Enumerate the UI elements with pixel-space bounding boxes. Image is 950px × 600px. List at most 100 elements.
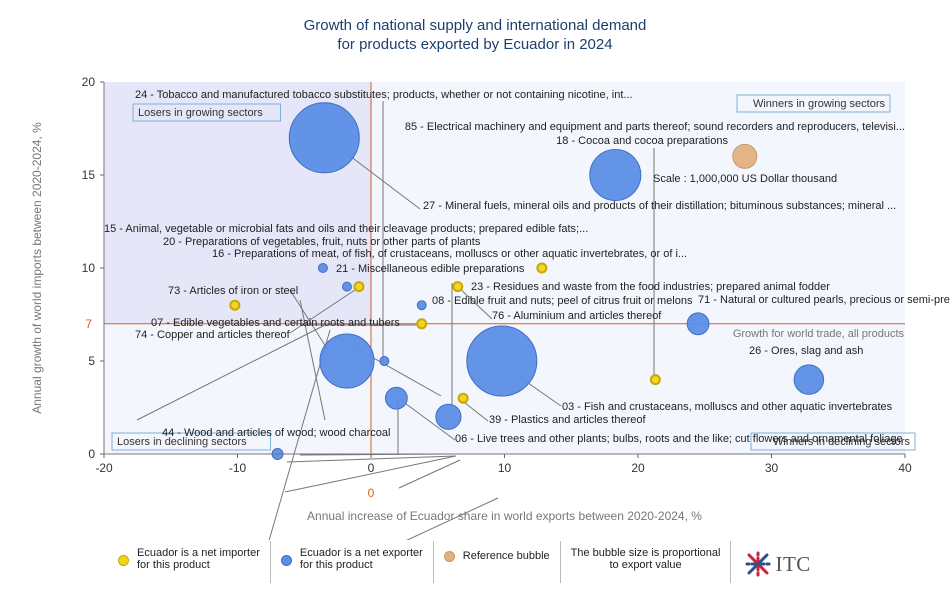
leader-line [286, 455, 457, 463]
x-tick-label: 30 [765, 461, 779, 475]
quadrant-losers-declining-box [111, 432, 271, 451]
leader-line [289, 287, 359, 334]
x-tick-label: 40 [898, 461, 912, 475]
product-label: 39 - Plastics and articles thereof [489, 414, 646, 426]
y-tick-label: 15 [82, 168, 96, 182]
legend-size-line2: to export value [609, 559, 682, 571]
legend-importer: Ecuador is a net importer for this produ… [108, 541, 271, 583]
product-label: 27 - Mineral fuels, mineral oils and pro… [423, 200, 896, 212]
product-label: 23 - Residues and waste from the food in… [471, 281, 830, 293]
reference-y-value: 7 [85, 317, 92, 331]
plot-gridlines [104, 82, 905, 454]
x-tick-label: 10 [498, 461, 512, 475]
legend-importer-text: Ecuador is a net importer for this produ… [137, 547, 260, 571]
bubble-importer [229, 299, 241, 311]
bubble-exporter [589, 148, 642, 202]
product-label: 76 - Aluminium and articles thereof [492, 310, 662, 322]
product-label: 71 - Natural or cultured pearls, preciou… [698, 294, 950, 306]
legend: Ecuador is a net importer for this produ… [108, 541, 811, 583]
quadrant-losers-growing: Losers in growing sectors [138, 107, 263, 119]
axes: -20 -10 0 10 20 30 40 0 5 10 15 20 0 7 Annual increase… [30, 75, 912, 523]
quadrant-losers-growing-box [132, 103, 281, 122]
product-label: 21 - Miscellaneous edible preparations [336, 263, 525, 275]
y-tick-label: 0 [88, 447, 95, 461]
leader-line [268, 329, 331, 540]
legend-exporter-text: Ecuador is a net exporter for this produ… [300, 547, 423, 571]
product-label: 06 - Live trees and other plants; bulbs,… [455, 433, 903, 445]
legend-size-note: The bubble size is proportional to expor… [561, 541, 732, 583]
leader-line [136, 324, 326, 421]
bubble-importer [416, 318, 428, 330]
bubble-exporter [466, 325, 538, 397]
product-label: 24 - Tobacco and manufactured tobacco su… [135, 89, 633, 101]
scale-label: Scale : 1,000,000 US Dollar thousand [653, 173, 837, 185]
leader-lines [136, 101, 655, 540]
legend-size-line1: The bubble size is proportional [570, 547, 721, 559]
product-label: 03 - Fish and crustaceans, molluscs and … [562, 401, 893, 413]
product-label: 85 - Electrical machinery and equipment … [405, 121, 905, 133]
legend-reference-text: Reference bubble [462, 550, 550, 562]
bubble-importer [452, 281, 464, 293]
quadrant-losers-declining: Losers in declining sectors [117, 436, 247, 448]
bubble-exporter [288, 102, 360, 174]
bubble-exporter [793, 364, 825, 395]
bubble-importer [353, 281, 365, 293]
chart-title: Growth of national supply and internatio… [0, 16, 950, 54]
product-labels: Growth for world trade, all products Lose… [104, 89, 950, 451]
bubble-exporter [341, 281, 352, 292]
bubble-importer [457, 392, 469, 404]
legend-reference: Reference bubble [434, 541, 561, 583]
bubble-exporter [686, 312, 710, 336]
bubble-exporter [416, 300, 427, 311]
legend-exporter-line2: for this product [299, 559, 373, 571]
chart-title-line-1: Growth of national supply and internatio… [303, 17, 647, 34]
x-tick-label: -10 [229, 461, 247, 475]
product-label: 20 - Preparations of vegetables, fruit, … [163, 236, 481, 248]
product-label: 08 - Edible fruit and nuts; peel of citr… [432, 295, 693, 307]
world-growth-label: Growth for world trade, all products [733, 328, 905, 340]
y-tick-label: 20 [82, 75, 96, 89]
bubble-reference [732, 143, 758, 169]
product-label: 15 - Animal, vegetable or microbial fats… [104, 223, 588, 235]
bubble-importer [536, 262, 548, 274]
y-tick-label: 10 [82, 261, 96, 275]
bubble-importer [649, 374, 661, 386]
y-axis-title: Annual growth of world imports between 2… [30, 122, 44, 414]
bubble-exporter [319, 333, 375, 389]
product-label: 07 - Edible vegetables and certain roots… [151, 317, 400, 329]
quadrant-winners-growing: Winners in growing sectors [753, 98, 886, 110]
bubble-chart: Growth for world trade, all products Lose… [30, 75, 950, 540]
itc-logo-text: ITC [775, 551, 811, 576]
legend-size-note-text: The bubble size is proportional to expor… [571, 547, 721, 571]
leader-line [398, 459, 461, 489]
x-tick-label: -20 [95, 461, 113, 475]
importer-swatch [118, 555, 129, 566]
itc-logo-mark-icon [745, 551, 771, 577]
product-label: 73 - Articles of iron or steel [168, 285, 298, 297]
product-label: 74 - Copper and articles thereof [135, 329, 291, 341]
legend-importer-line2: for this product [137, 559, 210, 571]
leader-line [284, 455, 457, 493]
reference-x-value: 0 [368, 486, 375, 500]
leader-line [406, 497, 499, 540]
product-label: 18 - Cocoa and cocoa preparations [556, 135, 728, 147]
bubble-exporter [317, 263, 328, 273]
legend-exporter-line1: Ecuador is a net exporter [299, 547, 423, 559]
product-label: 44 - Wood and articles of wood; wood cha… [162, 427, 390, 439]
reference-swatch [443, 551, 455, 562]
leader-line [299, 299, 326, 421]
x-axis-title: Annual increase of Ecuador share in worl… [307, 509, 702, 523]
chart-title-line-2: for products exported by Ecuador in 2024 [337, 36, 613, 53]
quadrant-winners-declining: Winners in declining sectors [773, 436, 910, 448]
product-label: 26 - Ores, slag and ash [749, 345, 863, 357]
leader-line [397, 397, 456, 441]
leader-line [455, 284, 493, 320]
y-tick-label: 5 [88, 354, 95, 368]
bubble-exporter [435, 403, 462, 430]
product-label: 16 - Preparations of meat, of fish, of c… [212, 248, 687, 260]
quadrant-winners-declining-box [750, 432, 916, 451]
quadrant-winners-growing-box [736, 94, 891, 113]
x-tick-label: 0 [368, 461, 375, 475]
itc-logo: ITC [731, 541, 810, 583]
legend-importer-line1: Ecuador is a net importer [137, 547, 260, 559]
